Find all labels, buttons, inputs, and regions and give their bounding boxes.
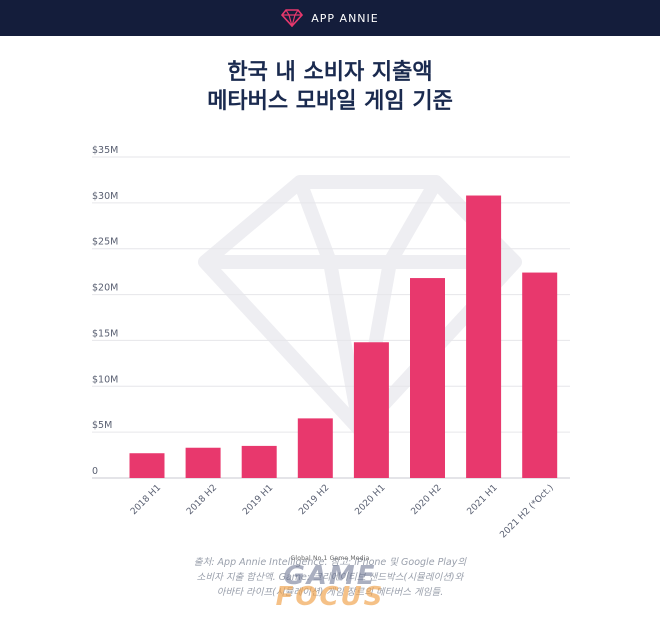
bar <box>522 272 558 478</box>
y-tick-label: $35M <box>92 145 118 156</box>
x-tick-label: 2019 H2 <box>297 483 331 517</box>
top-bar: APP ANNIE <box>0 0 660 36</box>
y-tick-label: $15M <box>92 328 118 339</box>
bar <box>129 453 165 478</box>
bars <box>129 195 558 478</box>
bar <box>466 195 502 478</box>
chart-title: 한국 내 소비자 지출액 메타버스 모바일 게임 기준 <box>0 58 660 116</box>
footnote-line-2: 소비자 지출 합산액. Game: 크리에이티브 샌드박스(시뮬레이션)와 <box>196 572 464 583</box>
bar <box>185 447 221 478</box>
source-footnote: 출처: App Annie Intelligence. 참고: iPhone 및… <box>0 555 660 600</box>
x-tick-label: 2020 H2 <box>409 483 443 517</box>
brand-name: APP ANNIE <box>311 11 379 25</box>
title-line-2: 메타버스 모바일 게임 기준 <box>207 89 453 114</box>
y-tick-label: $10M <box>92 374 118 385</box>
footnote-line-1: 출처: App Annie Intelligence. 참고: iPhone 및… <box>193 557 467 568</box>
bar <box>353 342 389 478</box>
bar <box>410 278 445 478</box>
y-tick-label: $30M <box>92 191 118 202</box>
diamond-logo-icon <box>281 9 304 27</box>
x-tick-label: 2021 H2 (*Oct.) <box>498 483 555 540</box>
y-tick-label: $20M <box>92 283 118 294</box>
x-tick-label: 2020 H1 <box>353 483 387 517</box>
bar <box>297 418 333 478</box>
x-tick-label: 2021 H1 <box>466 483 500 517</box>
app-annie-brand: APP ANNIE <box>281 9 378 27</box>
title-line-1: 한국 내 소비자 지출액 <box>227 60 433 85</box>
y-axis-tick-labels: 0 $5M $10M $15M $20M $25M $30M $35M <box>92 145 118 477</box>
x-tick-label: 2018 H2 <box>185 483 219 517</box>
x-tick-label: 2019 H1 <box>241 483 275 517</box>
x-tick-label: 2018 H1 <box>129 483 163 517</box>
y-tick-label: $5M <box>92 420 112 431</box>
bar <box>241 445 277 478</box>
x-axis-tick-labels: 2018 H1 2018 H2 2019 H1 2019 H2 2020 H1 2020 … <box>129 483 556 540</box>
y-tick-label: $25M <box>92 237 118 248</box>
footnote-line-3: 아바타 라이프(시뮬레이션) 게임 장르의 메타버스 게임들. <box>216 587 444 598</box>
y-tick-label: 0 <box>92 466 98 477</box>
